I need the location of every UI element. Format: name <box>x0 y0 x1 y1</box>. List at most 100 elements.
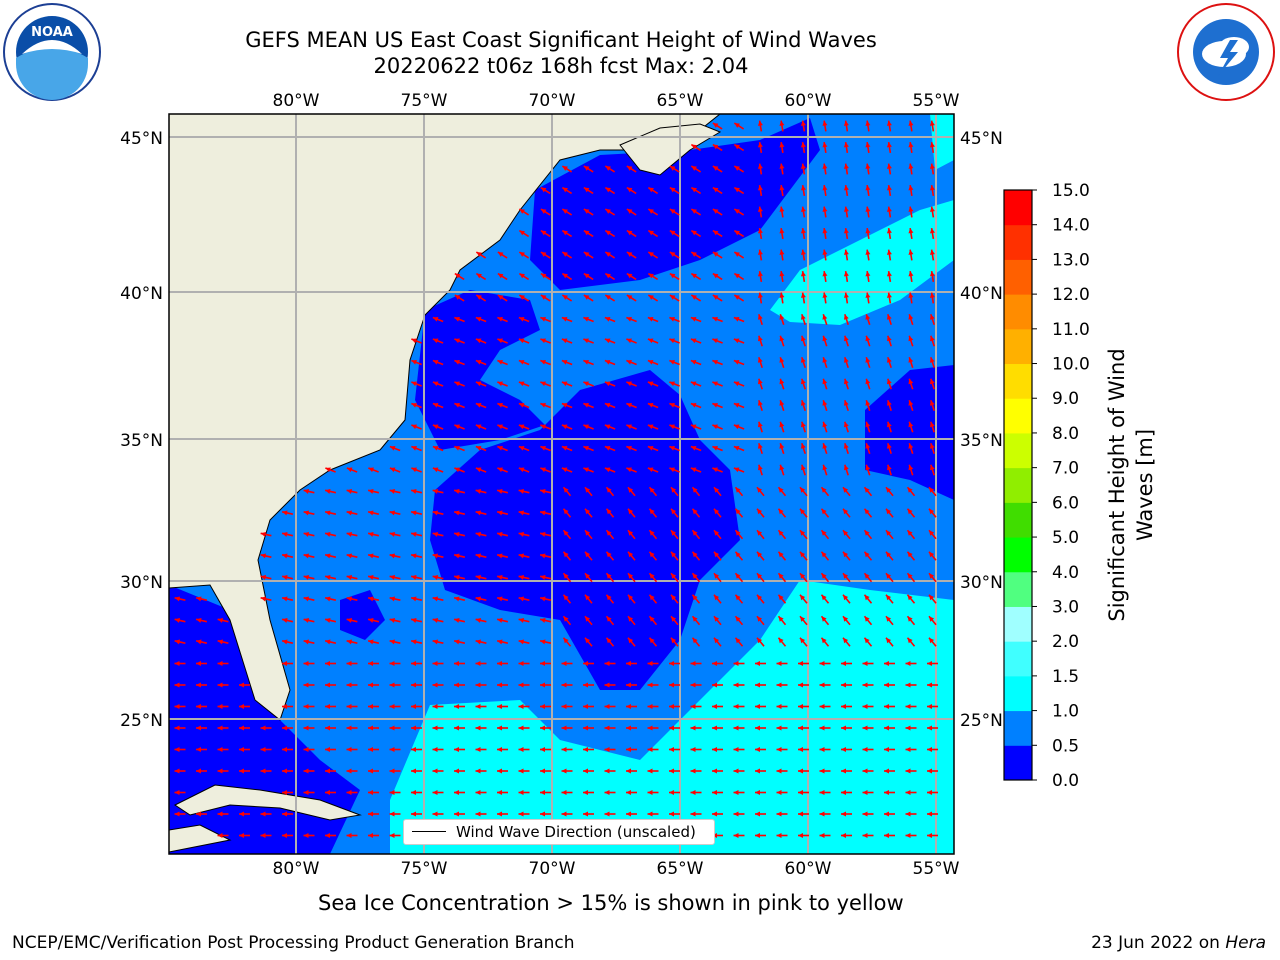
wave-direction-arrow <box>626 467 637 473</box>
wave-direction-arrow <box>475 790 487 795</box>
wave-direction-arrow <box>411 768 422 774</box>
wave-direction-arrow <box>647 747 659 752</box>
colorbar-tick-label: 2.0 <box>1052 632 1079 652</box>
wave-direction-arrow <box>281 596 294 602</box>
wave-direction-arrow <box>777 486 787 497</box>
wave-direction-arrow <box>885 529 894 540</box>
wave-direction-arrow <box>927 833 938 838</box>
wave-direction-arrow <box>843 443 849 454</box>
wave-direction-arrow <box>927 811 938 817</box>
wave-direction-arrow <box>346 833 358 838</box>
wave-direction-arrow <box>497 682 508 688</box>
wave-direction-arrow <box>757 270 763 283</box>
wave-direction-arrow <box>561 790 573 795</box>
lat-label-right: 25°N <box>960 711 1003 731</box>
wave-direction-arrow <box>389 833 401 838</box>
wave-direction-arrow <box>669 294 680 302</box>
wave-direction-arrow <box>561 725 573 731</box>
wave-direction-arrow <box>865 464 871 476</box>
wave-direction-arrow <box>561 682 573 688</box>
wave-direction-arrow <box>217 811 229 817</box>
wave-direction-arrow <box>712 725 723 731</box>
lon-label-bottom: 80°W <box>273 859 320 879</box>
wave-direction-arrow <box>843 314 849 325</box>
wave-direction-arrow <box>669 790 680 795</box>
wave-direction-arrow <box>475 531 487 537</box>
wave-direction-arrow <box>432 639 444 645</box>
wave-direction-arrow <box>303 531 315 537</box>
wave-direction-arrow <box>843 421 849 433</box>
wave-band-1.0-1.5-south <box>390 580 954 854</box>
wave-direction-arrow <box>454 294 465 302</box>
wave-direction-arrow <box>497 359 508 366</box>
wave-direction-arrow <box>712 251 723 259</box>
wave-direction-arrow <box>389 661 401 666</box>
wave-direction-arrow <box>454 381 465 387</box>
wave-direction-arrow <box>929 141 935 154</box>
wave-direction-arrow <box>260 768 272 774</box>
colorbar-label-line1: Significant Height of Wind <box>1105 348 1129 621</box>
colorbar-bin <box>1004 328 1032 365</box>
wave-direction-arrow <box>561 747 573 752</box>
wave-direction-arrow <box>647 229 659 238</box>
wave-direction-arrow <box>929 163 935 175</box>
wave-direction-arrow <box>604 467 616 473</box>
wave-direction-arrow <box>562 486 572 497</box>
wave-direction-arrow <box>539 510 552 516</box>
wave-direction-arrow <box>690 811 702 817</box>
wave-direction-arrow <box>690 467 702 473</box>
wave-direction-arrow <box>518 294 530 302</box>
colorbar-bin <box>1004 641 1032 677</box>
wave-direction-arrow <box>627 508 636 518</box>
wave-direction-arrow <box>605 551 615 561</box>
wave-direction-arrow <box>346 574 358 580</box>
lon-label-bottom: 70°W <box>529 859 576 879</box>
wave-direction-arrow <box>518 747 530 752</box>
wave-direction-arrow <box>518 445 530 452</box>
wave-direction-arrow <box>453 488 466 494</box>
wave-direction-arrow <box>475 574 487 580</box>
wave-direction-arrow <box>475 617 487 623</box>
wave-direction-arrow <box>843 227 849 240</box>
colorbar-bin <box>1004 224 1032 260</box>
wave-direction-arrow <box>863 594 873 604</box>
wave-direction-arrow <box>777 594 787 604</box>
wave-direction-arrow <box>842 529 851 540</box>
wave-direction-arrow <box>734 486 744 497</box>
wave-direction-arrow <box>453 617 466 623</box>
map-legend: Wind Wave Direction (unscaled) <box>403 819 715 845</box>
wave-direction-arrow <box>497 704 508 709</box>
wave-direction-arrow <box>475 704 487 709</box>
wave-direction-arrow <box>690 445 702 452</box>
wave-direction-arrow <box>908 421 914 433</box>
wave-direction-arrow <box>281 531 294 537</box>
wave-direction-arrow <box>670 572 679 583</box>
wave-direction-arrow <box>604 294 616 302</box>
colorbar-bin <box>1004 363 1032 399</box>
wave-direction-arrow <box>605 637 615 647</box>
wave-direction-arrow <box>239 704 250 709</box>
wave-direction-arrow <box>886 163 892 175</box>
wave-direction-arrow <box>842 486 851 497</box>
wave-direction-arrow <box>324 574 337 580</box>
wave-direction-arrow <box>325 704 336 709</box>
wave-direction-arrow <box>691 594 701 604</box>
wave-direction-arrow <box>799 637 808 647</box>
wave-direction-arrow <box>389 445 401 452</box>
wave-direction-arrow <box>260 833 272 838</box>
wave-direction-arrow <box>822 206 828 218</box>
north-america-landmass <box>169 114 721 721</box>
wave-direction-arrow <box>475 811 487 817</box>
wave-direction-arrow <box>776 768 788 774</box>
wave-direction-arrow <box>217 768 229 774</box>
wave-direction-arrow <box>865 335 871 347</box>
wave-direction-arrow <box>325 682 336 688</box>
wave-direction-arrow <box>324 553 337 559</box>
wave-direction-arrow <box>346 531 358 537</box>
wave-direction-arrow <box>927 682 938 688</box>
wave-direction-arrow <box>540 294 551 302</box>
wave-direction-arrow <box>475 553 487 559</box>
wave-direction-arrow <box>583 402 594 409</box>
wave-direction-arrow <box>757 443 763 454</box>
